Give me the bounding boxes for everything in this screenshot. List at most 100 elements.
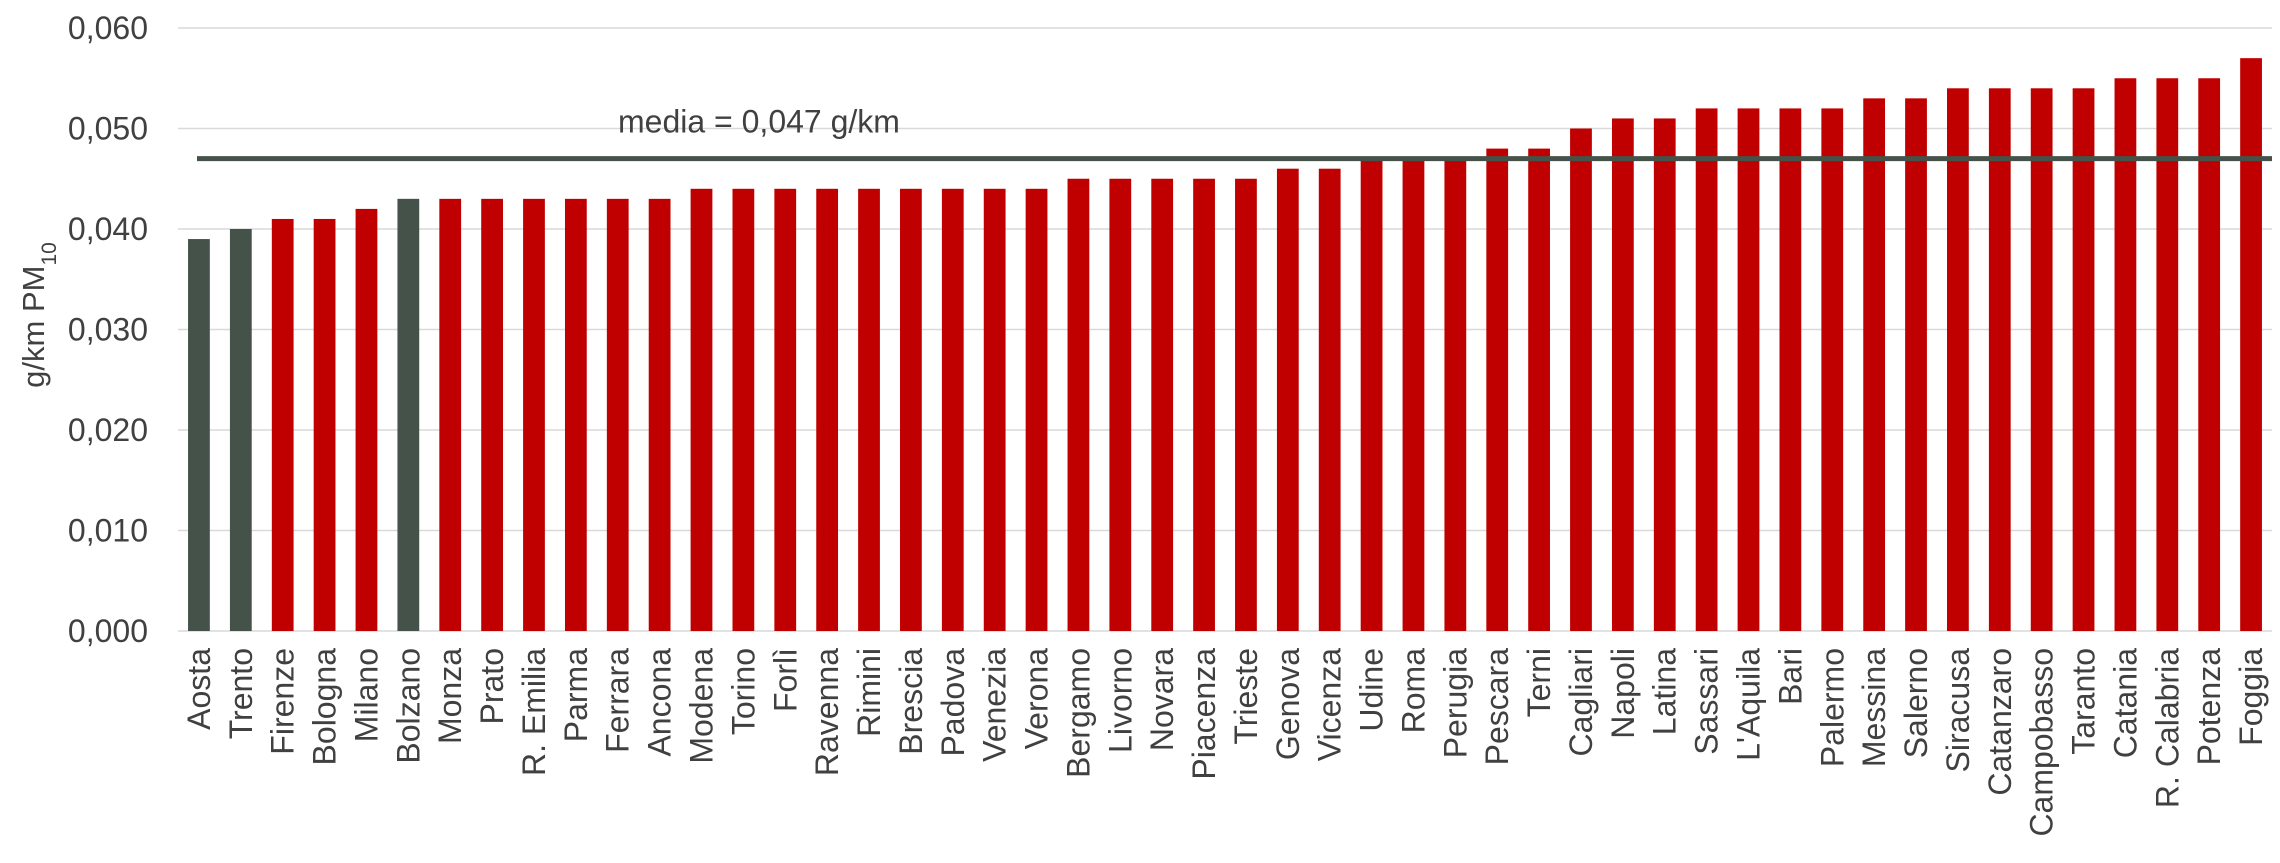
- bar: [732, 188, 755, 632]
- x-tick-label: Verona: [1019, 648, 1055, 750]
- x-tick-label: Bergamo: [1060, 648, 1096, 778]
- x-tick-label: Pescara: [1479, 648, 1515, 766]
- bar: [1193, 178, 1215, 631]
- x-tick-label: Foggia: [2233, 648, 2269, 746]
- bar: [900, 188, 922, 632]
- x-tick-label: Perugia: [1437, 648, 1473, 759]
- x-axis-tick-labels: Aosta Trento Firenze Bologna Milano Bolzano Mo…: [181, 648, 2269, 837]
- bar: [1360, 158, 1383, 631]
- x-tick-label: Monza: [432, 648, 468, 744]
- bar: [2072, 88, 2095, 632]
- x-tick-label: Roma: [1395, 648, 1431, 734]
- bar: [1737, 108, 1760, 631]
- bar: [858, 188, 880, 632]
- bar: [481, 198, 503, 631]
- x-tick-label: Campobasso: [2024, 648, 2060, 837]
- bar: [2114, 78, 2137, 631]
- bar: [1988, 88, 2011, 632]
- bar: [397, 198, 420, 631]
- x-tick-label: Modena: [684, 648, 720, 764]
- x-tick-label: Bologna: [307, 648, 343, 766]
- bar: [188, 239, 210, 632]
- x-tick-label: Salerno: [1898, 648, 1934, 758]
- bar: [1444, 158, 1467, 631]
- x-tick-label: Novara: [1144, 648, 1180, 751]
- x-tick-label: Siracusa: [1940, 648, 1976, 773]
- y-axis-tick-labels: 0,000 0,010 0,020 0,030 0,040 0,050 0,060: [68, 10, 148, 649]
- x-tick-label: Ancona: [642, 648, 678, 757]
- x-tick-label: Trieste: [1228, 648, 1264, 745]
- bar: [2156, 78, 2179, 631]
- x-tick-label: Messina: [1856, 648, 1892, 767]
- bar: [816, 188, 839, 632]
- x-tick-label: Terni: [1521, 648, 1557, 717]
- bar: [1402, 158, 1425, 631]
- bar: [271, 218, 294, 631]
- y-axis-label: g/km PM10: [16, 242, 61, 388]
- bar: [1695, 108, 1718, 631]
- bar: [1528, 148, 1550, 631]
- x-tick-label: Bolzano: [390, 648, 426, 764]
- x-tick-label: Piacenza: [1186, 648, 1222, 780]
- bar: [648, 198, 671, 631]
- x-tick-label: Ravenna: [809, 648, 845, 776]
- bar: [564, 198, 587, 631]
- bar: [1779, 108, 1802, 631]
- x-tick-label: Trento: [223, 648, 259, 739]
- bar: [1025, 188, 1048, 632]
- bar: [1821, 108, 1844, 631]
- mean-line-label: media = 0,047 g/km: [618, 104, 900, 140]
- y-tick-label: 0,060: [68, 10, 148, 46]
- bar: [1318, 168, 1341, 631]
- bar: [229, 229, 252, 631]
- bar: [355, 208, 378, 631]
- bar: [1486, 148, 1509, 631]
- bar: [1905, 98, 1927, 632]
- x-tick-label: Udine: [1354, 648, 1390, 732]
- bar: [2030, 88, 2053, 632]
- x-tick-label: Prato: [474, 648, 510, 724]
- x-tick-label: Vicenza: [1312, 648, 1348, 761]
- x-tick-label: Napoli: [1605, 648, 1641, 739]
- bar: [1947, 88, 1969, 632]
- x-tick-label: Rimini: [851, 648, 887, 737]
- x-tick-label: Catania: [2107, 648, 2143, 759]
- bar: [1863, 98, 1886, 632]
- y-tick-label: 0,020: [68, 412, 148, 448]
- x-tick-label: Padova: [935, 648, 971, 757]
- bar: [606, 198, 629, 631]
- bar: [1276, 168, 1299, 631]
- x-tick-label: Sassari: [1689, 648, 1725, 755]
- x-tick-label: L'Aquila: [1731, 648, 1767, 761]
- bar: [774, 188, 797, 632]
- x-tick-label: R. Calabria: [2149, 648, 2185, 808]
- bar: [690, 188, 713, 632]
- bar: [439, 198, 462, 631]
- y-tick-label: 0,040: [68, 211, 148, 247]
- y-tick-label: 0,050: [68, 111, 148, 147]
- x-tick-label: R. Emilia: [516, 648, 552, 776]
- bar: [1151, 178, 1174, 631]
- bar: [1653, 118, 1676, 631]
- x-tick-label: Parma: [558, 648, 594, 742]
- bar: [1235, 178, 1257, 631]
- x-tick-label: Brescia: [893, 648, 929, 755]
- y-tick-label: 0,030: [68, 312, 148, 348]
- bar: [983, 188, 1006, 632]
- bar: [1067, 178, 1090, 631]
- x-tick-label: Genova: [1270, 648, 1306, 760]
- x-tick-label: Firenze: [265, 648, 301, 755]
- bar: [1109, 178, 1132, 631]
- x-tick-label: Ferrara: [600, 648, 636, 753]
- bar: [1611, 118, 1634, 631]
- x-tick-label: Milano: [348, 648, 384, 742]
- bar: [941, 188, 964, 632]
- y-tick-label: 0,000: [68, 613, 148, 649]
- x-tick-label: Livorno: [1102, 648, 1138, 753]
- x-tick-label: Torino: [725, 648, 761, 735]
- x-tick-label: Forlì: [767, 648, 803, 712]
- bars: [188, 58, 2262, 632]
- x-tick-label: Taranto: [2066, 648, 2102, 755]
- y-tick-label: 0,010: [68, 513, 148, 549]
- x-tick-label: Aosta: [181, 648, 217, 730]
